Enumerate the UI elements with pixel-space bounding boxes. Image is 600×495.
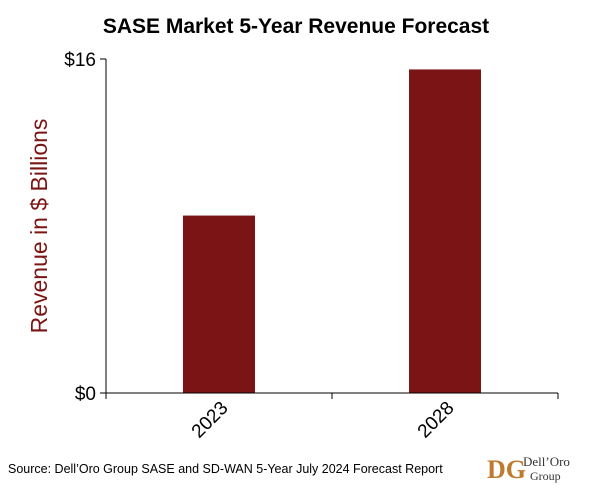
x-tick-label-2028: 2028: [414, 398, 459, 443]
source-note: Source: Dell’Oro Group SASE and SD-WAN 5…: [8, 462, 443, 476]
logo-name: Dell’Oro: [523, 454, 570, 469]
logo-group: Group: [530, 469, 561, 483]
logo-monogram: DG: [487, 455, 526, 484]
chart-title: SASE Market 5-Year Revenue Forecast: [103, 15, 489, 38]
x-tick-labels: 2023 2028: [188, 398, 459, 443]
y-tick-labels: $0 $16: [64, 50, 96, 405]
y-tick-label: $0: [75, 384, 96, 405]
y-axis-label: Revenue in $ Billions: [26, 119, 52, 334]
axes-layer: [100, 58, 559, 399]
bar-2023: [183, 215, 255, 393]
company-logo: DG Dell’Oro Group: [487, 454, 570, 484]
bar-2028: [409, 69, 481, 393]
y-tick-label: $16: [64, 50, 96, 71]
x-tick-label-2023: 2023: [188, 398, 233, 443]
bars-layer: [183, 69, 481, 393]
